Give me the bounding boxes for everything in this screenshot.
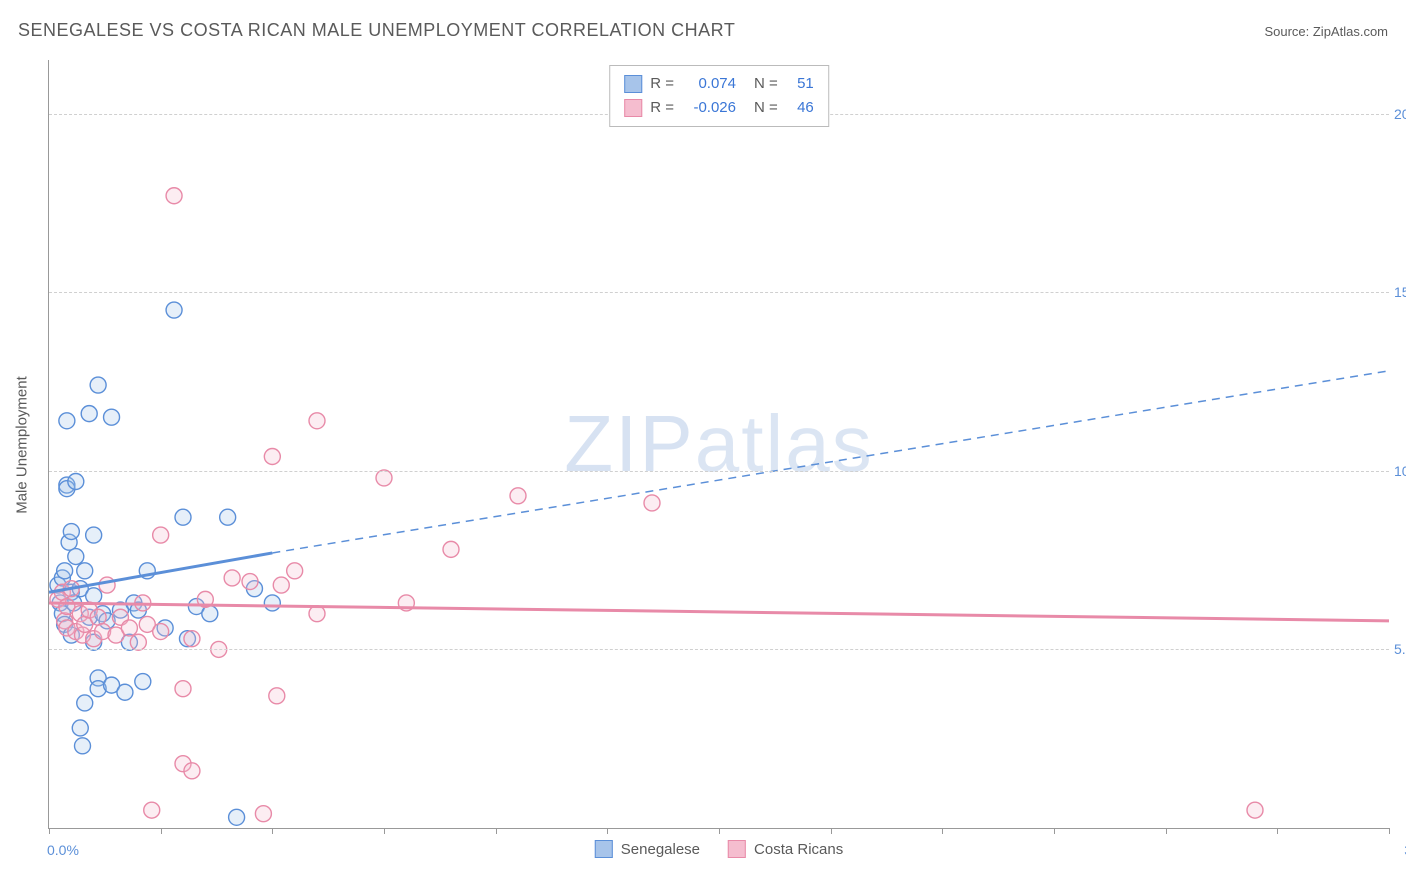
- r-value: 0.074: [682, 72, 736, 96]
- r-label: R =: [650, 96, 674, 120]
- n-value: 46: [786, 96, 814, 120]
- scatter-point: [184, 763, 200, 779]
- n-label: N =: [754, 72, 778, 96]
- chart-plot-area: ZIPatlas R =0.074N =51R =-0.026N =46 Sen…: [48, 60, 1389, 829]
- gridline: [49, 649, 1389, 650]
- x-tick: [384, 828, 385, 834]
- y-axis-title: Male Unemployment: [14, 376, 31, 514]
- y-tick-label: 20.0%: [1394, 106, 1406, 122]
- chart-header: SENEGALESE VS COSTA RICAN MALE UNEMPLOYM…: [18, 20, 1388, 41]
- scatter-point: [202, 606, 218, 622]
- scatter-point: [104, 409, 120, 425]
- legend-item: Costa Ricans: [728, 840, 843, 858]
- trend-line-dashed: [272, 371, 1389, 553]
- scatter-point: [264, 595, 280, 611]
- scatter-point: [287, 563, 303, 579]
- scatter-point: [81, 406, 97, 422]
- x-tick: [49, 828, 50, 834]
- legend-row: R = 0.074 N = 51: [624, 72, 814, 96]
- scatter-point: [220, 509, 236, 525]
- x-tick: [1277, 828, 1278, 834]
- scatter-point: [229, 809, 245, 825]
- scatter-point: [68, 549, 84, 565]
- scatter-point: [255, 806, 271, 822]
- scatter-point: [77, 563, 93, 579]
- scatter-point: [99, 577, 115, 593]
- scatter-point: [175, 509, 191, 525]
- scatter-point: [269, 688, 285, 704]
- scatter-point: [510, 488, 526, 504]
- scatter-point: [184, 631, 200, 647]
- trend-line: [49, 603, 1389, 621]
- series-legend: Senegalese Costa Ricans: [595, 840, 843, 858]
- scatter-point: [72, 720, 88, 736]
- x-tick: [272, 828, 273, 834]
- correlation-legend: R = 0.074 N = 51 R = -0.026 N = 46: [609, 65, 829, 127]
- scatter-point: [166, 188, 182, 204]
- scatter-point: [63, 524, 79, 540]
- scatter-point: [224, 570, 240, 586]
- scatter-point: [376, 470, 392, 486]
- legend-swatch: [624, 75, 642, 93]
- scatter-point: [1247, 802, 1263, 818]
- scatter-point: [68, 474, 84, 490]
- scatter-point: [153, 527, 169, 543]
- scatter-point: [153, 624, 169, 640]
- scatter-point: [130, 634, 146, 650]
- scatter-point: [59, 413, 75, 429]
- gridline: [49, 292, 1389, 293]
- scatter-point: [75, 738, 91, 754]
- y-tick-label: 5.0%: [1394, 641, 1406, 657]
- scatter-point: [90, 377, 106, 393]
- scatter-point: [264, 449, 280, 465]
- scatter-point: [175, 681, 191, 697]
- scatter-point: [57, 563, 73, 579]
- source-attribution: Source: ZipAtlas.com: [1264, 24, 1388, 39]
- scatter-point: [117, 684, 133, 700]
- scatter-point: [273, 577, 289, 593]
- x-tick: [1389, 828, 1390, 834]
- r-value: -0.026: [682, 96, 736, 120]
- x-tick: [161, 828, 162, 834]
- y-tick-label: 10.0%: [1394, 463, 1406, 479]
- scatter-point: [86, 588, 102, 604]
- scatter-svg: [49, 60, 1389, 828]
- scatter-point: [309, 413, 325, 429]
- n-value: 51: [786, 72, 814, 96]
- legend-swatch: [595, 840, 613, 858]
- y-tick-label: 15.0%: [1394, 284, 1406, 300]
- scatter-point: [121, 620, 137, 636]
- scatter-point: [86, 527, 102, 543]
- chart-title: SENEGALESE VS COSTA RICAN MALE UNEMPLOYM…: [18, 20, 735, 41]
- x-tick: [831, 828, 832, 834]
- scatter-point: [242, 574, 258, 590]
- x-tick: [496, 828, 497, 834]
- scatter-point: [443, 541, 459, 557]
- legend-swatch: [728, 840, 746, 858]
- x-tick: [942, 828, 943, 834]
- legend-label: Costa Ricans: [754, 841, 843, 858]
- scatter-point: [144, 802, 160, 818]
- r-label: R =: [650, 72, 674, 96]
- scatter-point: [77, 695, 93, 711]
- scatter-point: [90, 609, 106, 625]
- scatter-point: [166, 302, 182, 318]
- legend-swatch: [624, 99, 642, 117]
- x-tick: [1054, 828, 1055, 834]
- x-axis-min-label: 0.0%: [47, 842, 79, 858]
- scatter-point: [135, 674, 151, 690]
- legend-item: Senegalese: [595, 840, 700, 858]
- x-tick: [607, 828, 608, 834]
- gridline: [49, 471, 1389, 472]
- x-tick: [1166, 828, 1167, 834]
- x-tick: [719, 828, 720, 834]
- legend-label: Senegalese: [621, 841, 700, 858]
- n-label: N =: [754, 96, 778, 120]
- scatter-point: [644, 495, 660, 511]
- legend-row: R = -0.026 N = 46: [624, 96, 814, 120]
